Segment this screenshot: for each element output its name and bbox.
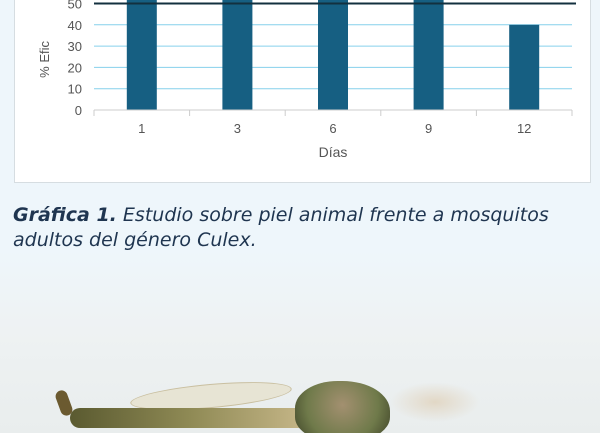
y-tick-label: 50 <box>68 0 82 12</box>
caption-text: Estudio sobre piel animal frente a mosqu… <box>13 204 549 251</box>
x-tick-label: 1 <box>138 121 145 136</box>
bar-chart: 0 10 20 30 40 50 1 3 6 9 12 % Efic Días <box>37 0 576 160</box>
bar <box>413 0 444 110</box>
y-tick-label: 0 <box>75 103 82 118</box>
chart-panel: 0 10 20 30 40 50 1 3 6 9 12 % Efic Días <box>14 0 591 183</box>
x-tick-label: 9 <box>425 121 432 136</box>
bar <box>509 24 540 110</box>
caption-label: Gráfica 1. <box>13 204 117 226</box>
y-tick-label: 20 <box>68 60 82 75</box>
figure-caption: Gráfica 1. Estudio sobre piel animal fre… <box>13 203 598 253</box>
x-axis-label: Días <box>319 144 348 160</box>
x-tick-label: 12 <box>517 121 531 136</box>
y-tick-label: 10 <box>68 82 82 97</box>
x-tick-label: 6 <box>329 121 336 136</box>
y-tick-label: 30 <box>68 39 82 54</box>
x-tick-label: 3 <box>234 121 241 136</box>
bar <box>318 0 348 110</box>
y-tick-label: 40 <box>68 18 82 33</box>
y-axis-label: % Efic <box>37 41 52 78</box>
bar <box>222 0 253 110</box>
bar <box>126 0 157 110</box>
mosquito-photo <box>0 262 600 433</box>
